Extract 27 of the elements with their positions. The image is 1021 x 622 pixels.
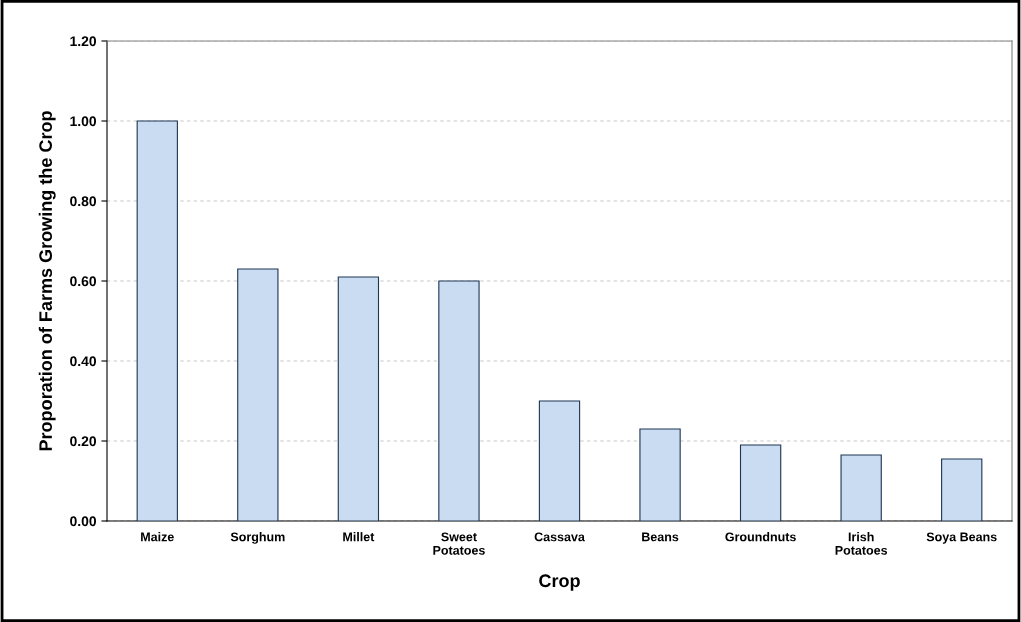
y-tick-label: 1.00 <box>70 116 97 127</box>
bar <box>739 444 782 521</box>
x-tick-label: Millet <box>343 532 375 542</box>
y-tick-label: 0.00 <box>70 516 97 527</box>
x-tick-label: Sweet Potatoes <box>433 532 485 555</box>
x-axis-title: Crop <box>539 574 580 591</box>
y-tick-label: 0.60 <box>70 276 97 287</box>
bar <box>237 268 279 521</box>
bar <box>538 400 581 521</box>
x-tick-label: Groundnuts <box>725 532 796 542</box>
y-tick-label: 0.20 <box>70 436 97 447</box>
x-tick-label: Beans <box>642 532 679 542</box>
x-tick-label: Soya Beans <box>926 532 997 544</box>
y-tick-label: 1.20 <box>70 36 97 47</box>
y-tick-label: 0.80 <box>70 196 97 207</box>
x-tick-label: Sorghum <box>230 532 285 544</box>
bar <box>639 428 681 521</box>
y-tick-label: 0.40 <box>70 356 97 367</box>
bar <box>438 280 480 521</box>
y-axis-title: Proporation of Farms Growing the Crop <box>38 111 56 451</box>
x-tick-label: Maize <box>141 532 174 542</box>
bar <box>840 454 882 521</box>
bar <box>136 120 178 521</box>
x-tick-label: Irish Potatoes <box>835 532 888 555</box>
bar <box>941 458 983 521</box>
x-tick-label: Cassava <box>534 532 585 542</box>
bar <box>337 276 380 521</box>
